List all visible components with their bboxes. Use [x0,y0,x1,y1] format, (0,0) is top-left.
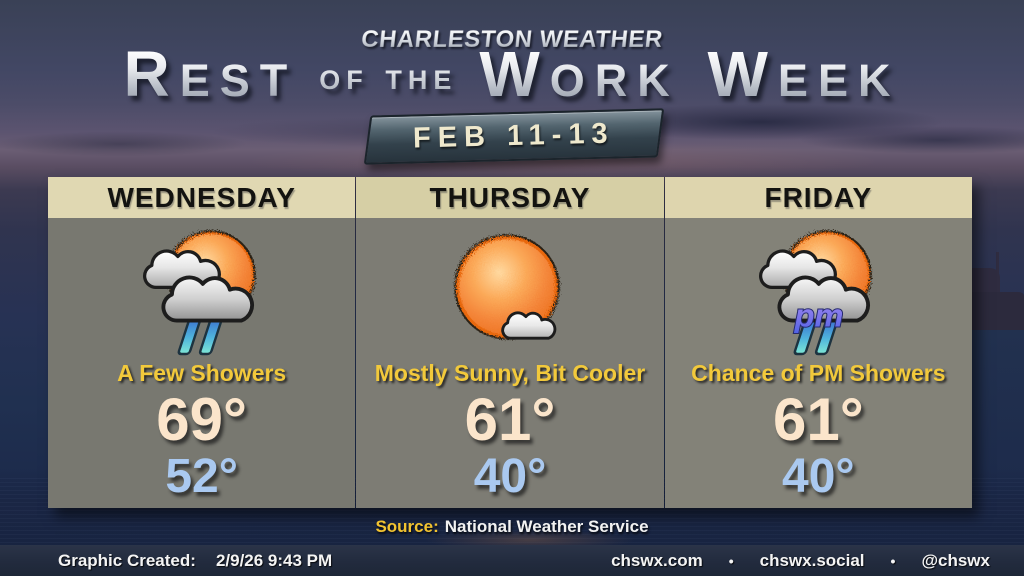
page-title: Rest of the Work Week [0,42,1024,106]
day-name: FRIDAY [664,177,972,218]
date-range-label: FEB 11-13 [412,117,616,155]
footer-bar: Graphic Created: 2/9/26 9:43 PM chswx.co… [0,545,1024,576]
bullet-separator: • [890,552,896,569]
low-temperature: 40° [782,450,855,503]
high-temperature: 61° [772,386,864,453]
footer-created: Graphic Created: 2/9/26 9:43 PM [58,551,332,571]
day-body: pm Chance of PM Showers 61° 40° [664,218,972,508]
condition-text: Chance of PM Showers [691,360,946,386]
boat-mast-silhouette [996,252,999,274]
footer-link-website[interactable]: chswx.com [611,550,703,570]
low-temperature: 40° [473,450,547,503]
footer-link-handle[interactable]: @chswx [921,550,990,570]
high-temperature: 61° [464,386,556,453]
sun-clouds-pm-showers-icon: pm [752,224,884,356]
water-right [972,330,1024,480]
condition-text: A Few Showers [117,360,287,386]
day-body: A Few Showers 69° 52° [48,218,356,508]
source-line: Source: National Weather Service [0,517,1024,537]
forecast-panel: WEDNESDAY [48,177,972,508]
low-temperature: 52° [165,450,238,503]
forecast-column-thursday: THURSDAY [355,177,664,508]
high-temperature: 69° [156,386,248,453]
title-word-rest: Rest [123,38,298,110]
bullet-separator: • [728,552,734,569]
source-label: Source: [375,517,439,536]
day-body: Mostly Sunny, Bit Cooler 61° 40° [356,218,664,508]
footer-link-social[interactable]: chswx.social [759,550,865,570]
mostly-sunny-icon [444,224,576,356]
sun-clouds-showers-icon [136,224,268,356]
day-name: WEDNESDAY [48,177,356,218]
footer-created-value: 2/9/26 9:43 PM [215,550,333,570]
pm-label: pm [794,298,844,334]
title-word-work-week: Work Week [479,38,901,110]
forecast-column-wednesday: WEDNESDAY [48,177,356,508]
condition-text: Mostly Sunny, Bit Cooler [374,360,646,386]
title-word-of-the: of the [319,55,458,98]
forecast-column-friday: FRIDAY [663,177,972,508]
footer-created-label: Graphic Created: [58,550,196,570]
footer-links: chswx.com • chswx.social • @chswx [611,551,990,571]
date-range-badge: FEB 11-13 [363,108,665,165]
source-value: National Weather Service [444,517,649,536]
day-name: THURSDAY [356,177,664,218]
